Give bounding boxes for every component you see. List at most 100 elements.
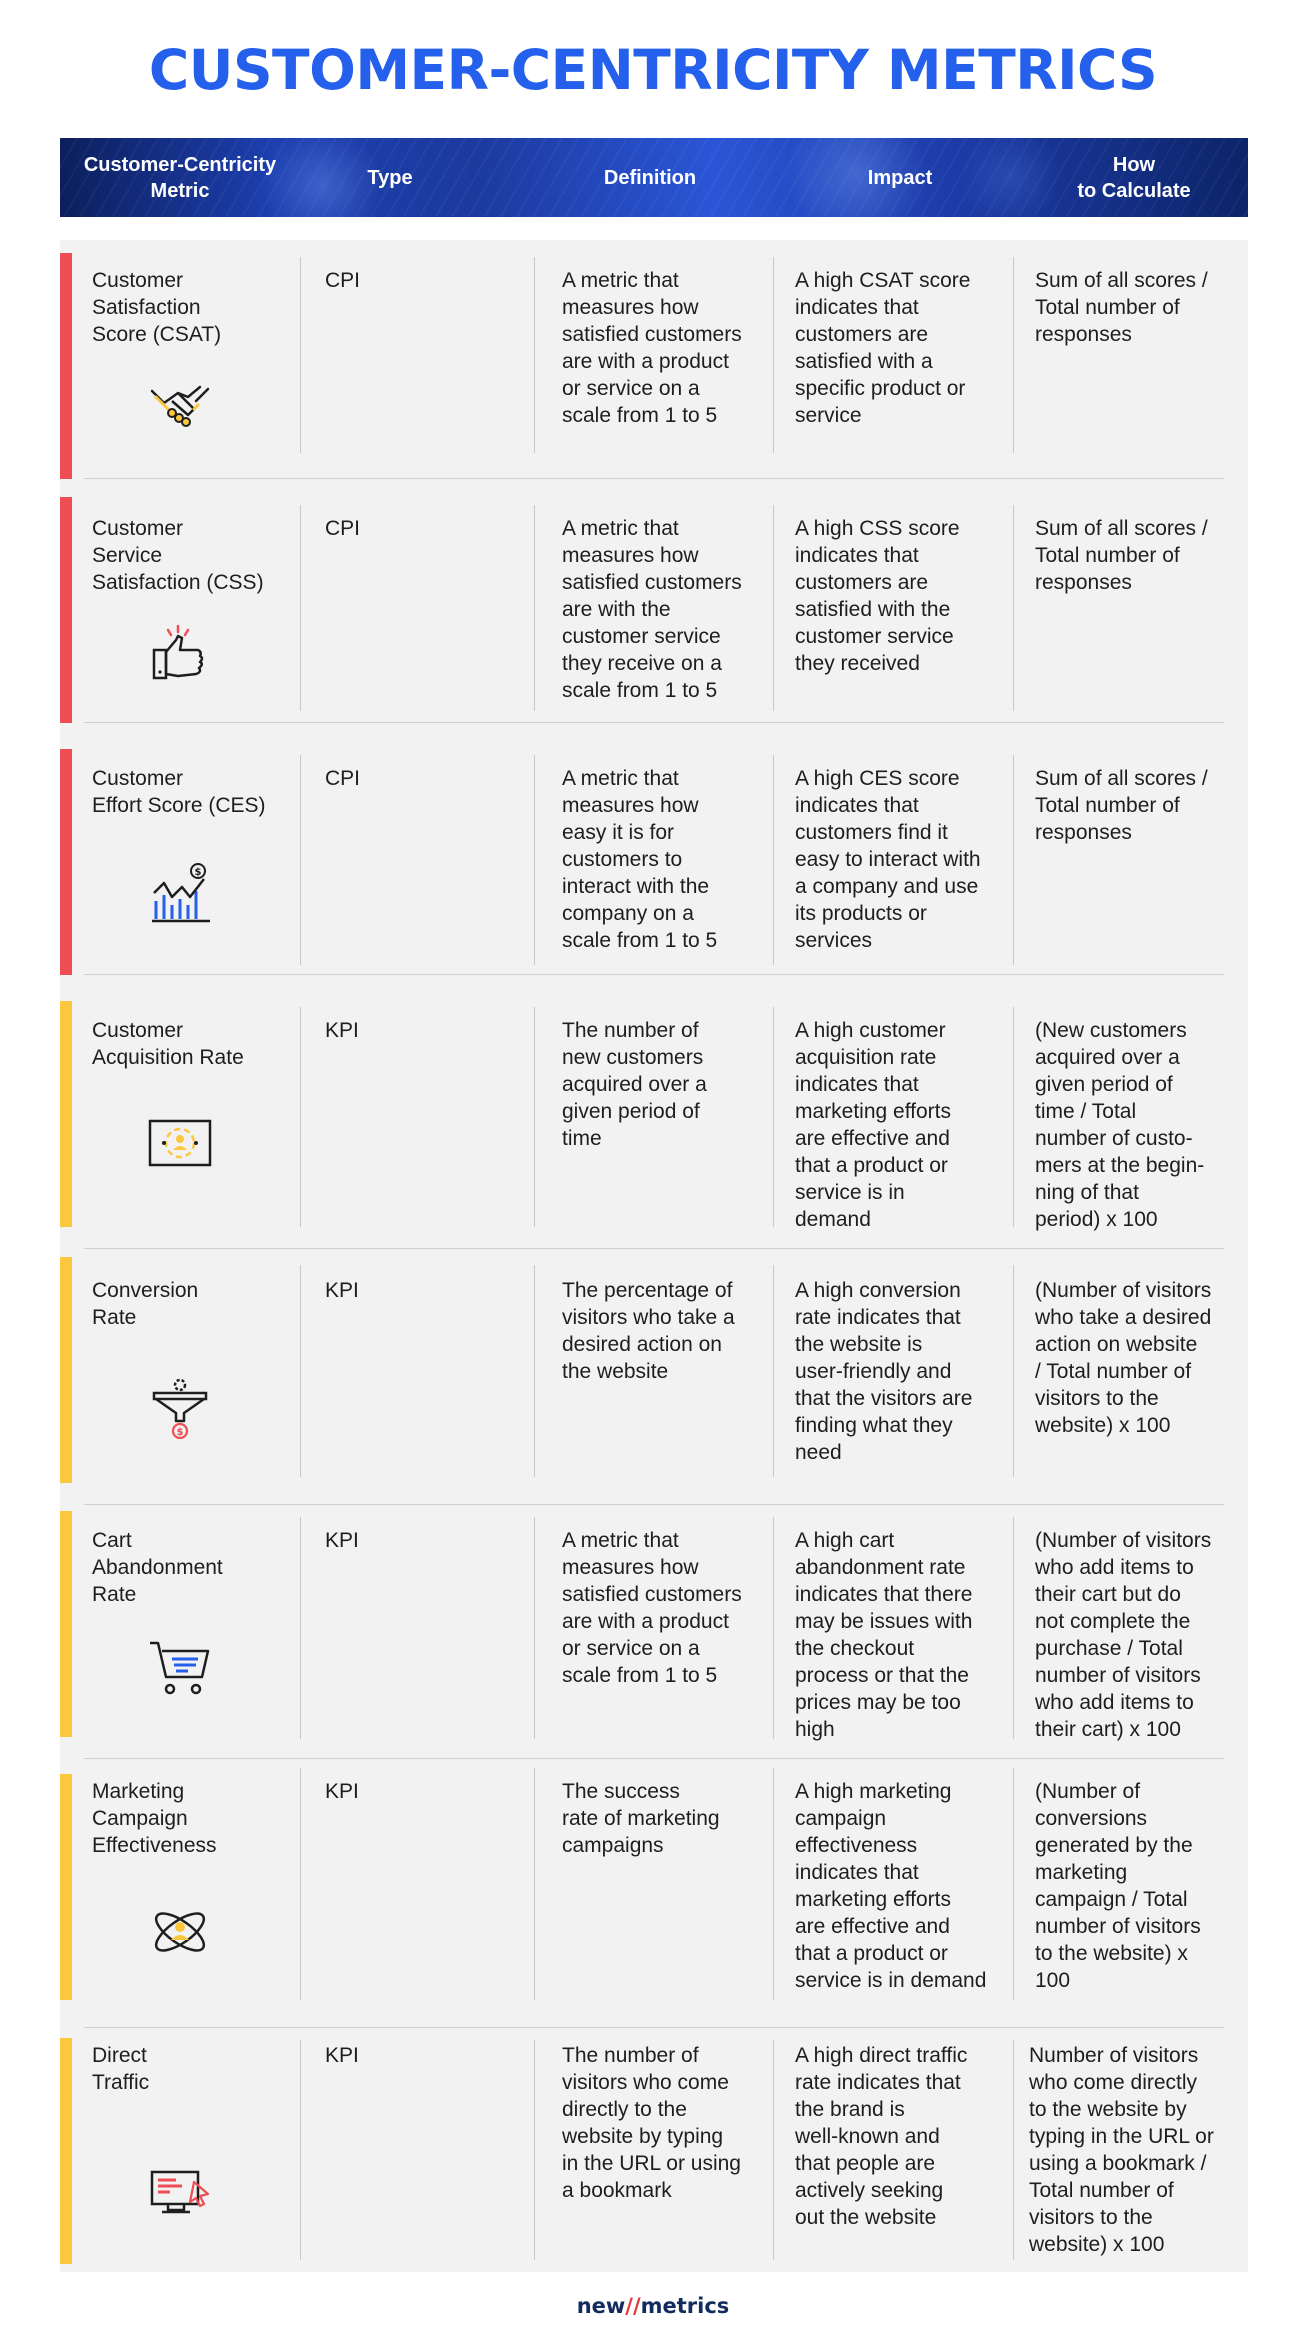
metric-type: KPI [325,1279,359,1302]
metric-name: Conversion Rate [92,1279,199,1329]
column-divider [1013,1768,1014,2000]
kpi-accent-bar [60,1257,72,1483]
metric-name: Marketing Campaign Effectiveness [92,1780,217,1857]
column-divider [1013,1265,1014,1477]
row-divider [84,1504,1224,1505]
row-divider [84,974,1224,975]
metric-impact: A high CSAT score indicates that custome… [795,269,971,427]
column-divider [1013,1517,1014,1739]
metric-calculation: Sum of all scores / Total number of resp… [1035,517,1208,594]
table-row: Customer Service Satisfaction (CSS) CPI … [60,497,1248,723]
column-divider [773,257,774,453]
metric-name: Customer Effort Score (CES) [92,767,266,817]
column-divider [534,2040,535,2260]
metric-name: Customer Acquisition Rate [92,1019,244,1069]
metric-name: Customer Service Satisfaction (CSS) [92,517,264,594]
metric-definition: A metric that measures how satisfied cus… [562,1529,742,1687]
metric-calculation: (Number of visitors who take a desired a… [1035,1279,1212,1437]
metric-name: Cart Abandonment Rate [92,1529,223,1606]
metric-definition: A metric that measures how satisfied cus… [562,517,742,702]
cpi-accent-bar [60,749,72,975]
table-row: Conversion Rate KPI The percentage of vi… [60,1257,1248,1505]
monitor-cursor-icon [150,2170,210,2214]
metric-calculation: (Number of visitors who add items to the… [1035,1529,1212,1741]
metric-definition: A metric that measures how satisfied cus… [562,269,742,427]
metric-type: CPI [325,767,361,790]
funnel-dollar-icon: $ [152,1378,208,1439]
metric-impact: A high direct traffic rate indicates tha… [795,2044,968,2229]
header-type: Type [367,166,413,189]
column-divider [773,1007,774,1227]
row-divider [84,722,1224,723]
kpi-accent-bar [60,1001,72,1227]
row-divider [84,478,1224,479]
metric-calculation: Sum of all scores / Total number of resp… [1035,269,1208,346]
column-divider [300,755,301,965]
metric-calculation: Number of visitors who come directly to … [1029,2044,1214,2256]
metric-name: Customer Satisfaction Score (CSAT) [92,269,222,346]
metric-definition: The success rate of marketing campaigns [562,1780,720,1857]
metric-impact: A high marketing campaign effectiveness … [795,1780,987,1992]
kpi-accent-bar [60,1774,72,2000]
bar-chart-dollar-icon: $ [152,863,210,923]
column-divider [534,1768,535,2000]
column-divider [300,257,301,453]
table-header: Customer-Centricity Metric Type Definiti… [60,138,1248,217]
metric-type: KPI [325,1019,359,1042]
page-title: CUSTOMER-CENTRICITY METRICS [148,38,1158,102]
column-divider [1013,257,1014,453]
column-divider [773,1768,774,2000]
cpi-accent-bar [60,497,72,723]
column-divider [300,1265,301,1477]
column-divider [300,1007,301,1227]
kpi-accent-bar [60,1511,72,1737]
kpi-accent-bar [60,2038,72,2264]
row-divider [84,1758,1224,1759]
metric-type: KPI [325,1529,359,1552]
atom-user-icon [154,1912,206,1952]
shopping-cart-icon [150,1641,210,1695]
header-definition: Definition [603,166,697,189]
svg-text:$: $ [177,1427,184,1438]
metric-type: KPI [325,2044,359,2067]
user-target-icon [148,1119,212,1167]
column-divider [1013,505,1014,711]
handshake-icon [150,385,210,427]
svg-text:$: $ [195,867,202,878]
header-background-texture [60,138,1248,217]
column-divider [300,1517,301,1739]
column-divider [534,1265,535,1477]
header-how-to-calculate: How to Calculate [1077,153,1191,202]
table-row: Customer Satisfaction Score (CSAT) CPI A… [60,253,1248,479]
footer-logo: new//metrics [0,2294,1306,2318]
column-divider [300,2040,301,2260]
column-divider [300,1768,301,2000]
table-row: Direct Traffic KPI The number of visitor… [60,2038,1248,2264]
table-row: Cart Abandonment Rate KPI A metric that … [60,1511,1248,1759]
metric-definition: A metric that measures how easy it is fo… [562,767,718,952]
column-divider [1013,755,1014,965]
logo-text-new: new [576,2294,626,2318]
metric-impact: A high conversion rate indicates that th… [795,1279,973,1464]
column-divider [534,1517,535,1739]
metric-definition: The number of visitors who come directly… [562,2044,741,2202]
cpi-accent-bar [60,253,72,479]
metric-name: Direct Traffic [92,2044,150,2094]
metric-impact: A high cart abandonment rate indicates t… [795,1529,973,1741]
column-divider [534,505,535,711]
logo-text-metrics: metrics [640,2294,730,2318]
metric-impact: A high CES score indicates that customer… [795,767,981,952]
metric-calculation: Sum of all scores / Total number of resp… [1035,767,1208,844]
column-divider [773,1265,774,1477]
header-impact: Impact [867,166,933,189]
metric-type: CPI [325,269,361,292]
table-row: Customer Acquisition Rate KPI The number… [60,1001,1248,1249]
column-divider [773,2040,774,2260]
header-metric: Customer-Centricity Metric [83,153,277,202]
row-divider [84,1248,1224,1249]
column-divider [534,257,535,453]
column-divider [300,505,301,711]
metric-calculation: (Number of conversions generated by the … [1035,1780,1201,1992]
metric-impact: A high CSS score indicates that customer… [795,517,960,675]
column-divider [534,1007,535,1227]
